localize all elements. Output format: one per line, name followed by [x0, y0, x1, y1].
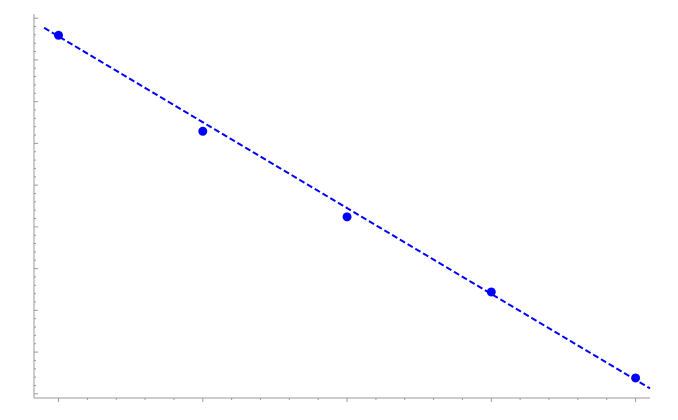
data-series — [43, 26, 651, 390]
axes — [33, 14, 650, 402]
data-point — [198, 126, 208, 136]
data-point — [631, 373, 641, 383]
data-point — [54, 30, 64, 40]
x-axis-ticks — [58, 398, 637, 402]
data-points — [54, 30, 641, 383]
y-axis-ticks — [34, 17, 38, 395]
fit-line — [43, 26, 651, 390]
data-point — [342, 212, 352, 222]
data-point — [486, 287, 496, 297]
